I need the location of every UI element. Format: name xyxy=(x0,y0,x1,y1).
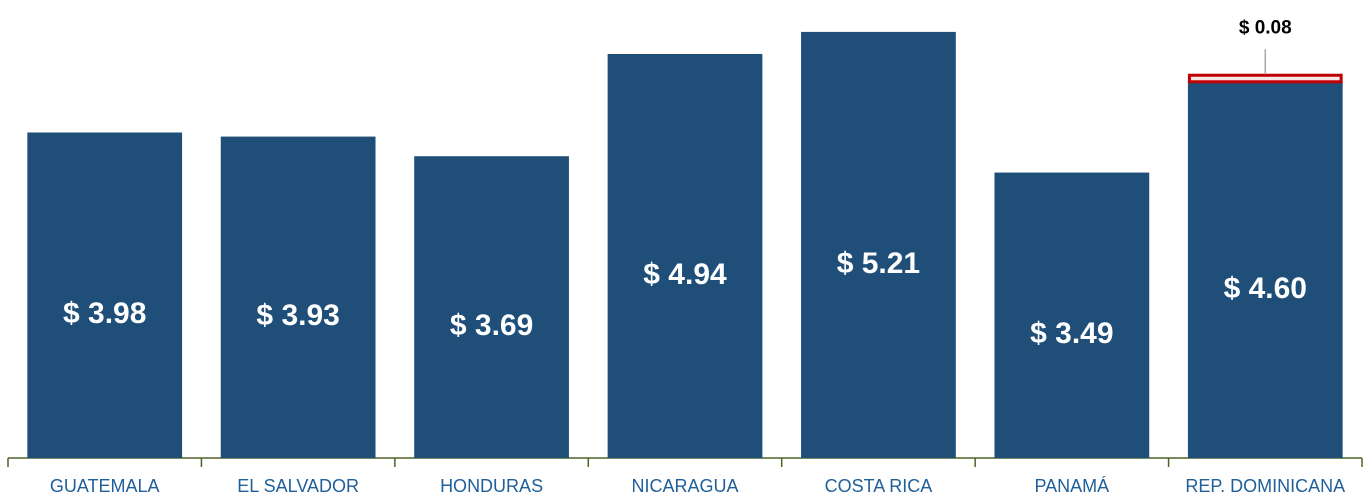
bar-value-label: $ 3.49 xyxy=(1030,317,1113,350)
bar-value-label: $ 3.93 xyxy=(256,299,339,332)
bar-segment xyxy=(1187,73,1343,84)
x-tick-label: COSTA RICA xyxy=(825,476,933,496)
bar-value-label: $ 3.98 xyxy=(63,297,146,330)
bar-value-label: $ 3.69 xyxy=(450,309,533,342)
bar xyxy=(414,156,569,459)
x-tick-label: NICARAGUA xyxy=(631,476,738,496)
bar xyxy=(607,53,763,458)
x-tick-label: GUATEMALA xyxy=(50,476,160,496)
x-tick-label: PANAMÁ xyxy=(1035,476,1110,496)
x-tick-label: HONDURAS xyxy=(440,476,543,496)
x-tick-label: EL SALVADOR xyxy=(237,476,359,496)
bar-value-label: $ 4.60 xyxy=(1224,272,1307,305)
bar xyxy=(801,31,956,459)
bar xyxy=(1187,81,1343,459)
segment-value-label: $ 0.08 xyxy=(1239,17,1292,38)
x-tick-label: REP. DOMINICANA xyxy=(1185,476,1345,496)
bar xyxy=(994,172,1150,458)
bar-value-label: $ 4.94 xyxy=(643,258,727,291)
bar xyxy=(27,132,183,458)
bar xyxy=(220,136,376,458)
bar-value-label: $ 5.21 xyxy=(837,247,920,280)
